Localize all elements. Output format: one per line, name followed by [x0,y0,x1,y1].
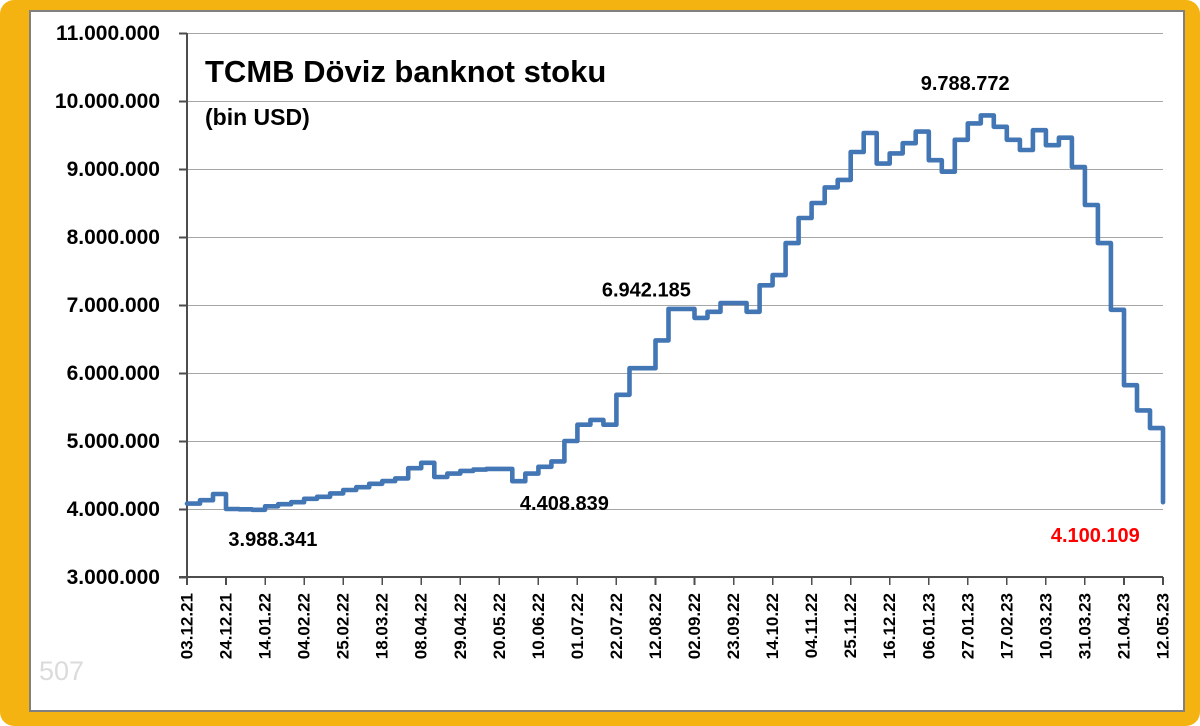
annotation-label: 9.788.772 [921,73,1010,95]
annotation-label: 3.988.341 [228,529,317,551]
chart-subtitle: (bin USD) [205,104,310,130]
y-axis-label: 4.000.000 [67,498,160,521]
x-tick-label: 31.03.23 [1075,593,1094,659]
y-axis-label: 3.000.000 [67,566,160,589]
y-axis-label: 6.000.000 [67,362,160,385]
x-tick-label: 18.03.22 [373,593,392,659]
chart-svg: 11.000.000 10.000.000 9.000.000 8.000.000 7.… [55,22,1173,659]
x-tick-label: 10.03.23 [1036,593,1055,659]
y-axis-label: 7.000.000 [67,294,160,317]
x-tick-label: 17.02.23 [997,593,1016,659]
x-tick-label: 12.08.22 [646,593,665,659]
x-tick-label: 20.05.22 [490,593,509,659]
y-axis-label: 8.000.000 [67,226,160,249]
x-tick-label: 29.04.22 [451,593,470,659]
y-axis-label: 9.000.000 [67,158,160,181]
chart-panel: 11.000.000 10.000.000 9.000.000 8.000.000 7.… [29,10,1185,712]
x-tick-label: 16.12.22 [880,593,899,659]
x-tick-label: 23.09.22 [724,593,743,659]
x-tick-label: 08.04.22 [412,593,431,659]
chart-title: TCMB Döviz banknot stoku [205,54,607,89]
x-tick-label: 04.11.22 [802,593,821,658]
x-tick-label: 14.01.22 [256,593,275,659]
x-tick-label: 12.05.23 [1154,593,1173,659]
x-tick-label: 24.12.21 [217,593,236,659]
series-line [184,113,1166,513]
x-tick-label: 22.07.22 [607,593,626,659]
x-tick-label: 01.07.22 [568,593,587,659]
x-tick-label: 03.12.21 [178,593,197,659]
x-tick-label: 21.04.23 [1114,593,1133,659]
y-axis-label: 10.000.000 [55,90,160,113]
x-tick-label: 02.09.22 [685,593,704,659]
x-tick-label: 14.10.22 [763,593,782,659]
y-axis-label: 11.000.000 [56,22,160,45]
annotation-label: 4.408.839 [520,493,609,515]
x-tick-label: 25.02.22 [334,593,353,659]
y-axis-label: 5.000.000 [67,430,160,453]
x-tick-label: 04.02.22 [295,593,314,659]
x-tick-label: 06.01.23 [919,593,938,659]
annotation-label: 4.100.109 [1051,525,1140,547]
x-tick-label: 27.01.23 [958,593,977,659]
annotation-label: 6.942.185 [602,280,691,302]
x-tick-label: 25.11.22 [841,593,860,658]
x-tick-label: 10.06.22 [529,593,548,659]
watermark-number: 507 [39,656,85,686]
